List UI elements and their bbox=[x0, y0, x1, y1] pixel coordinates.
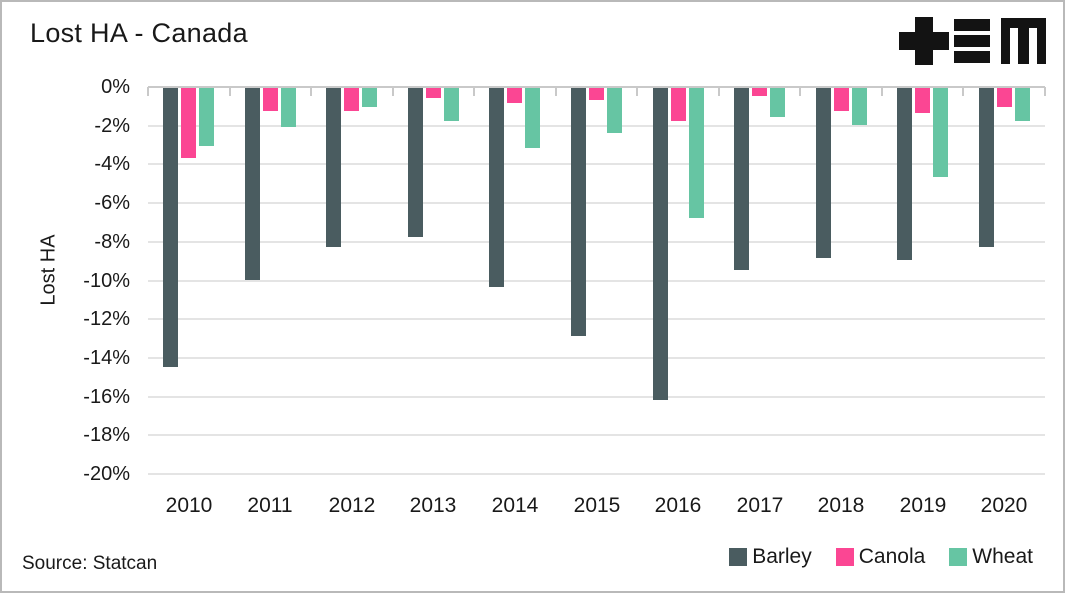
bar-canola-2017 bbox=[752, 88, 767, 96]
bar-barley-2012 bbox=[326, 88, 341, 247]
bar-wheat-2019 bbox=[933, 88, 948, 177]
legend-swatch-canola bbox=[835, 548, 854, 566]
bar-canola-2016 bbox=[671, 88, 686, 121]
bar-barley-2017 bbox=[734, 88, 749, 270]
bar-wheat-2010 bbox=[199, 88, 214, 146]
axis-tick bbox=[962, 87, 964, 96]
axis-tick bbox=[473, 87, 475, 96]
legend-label-barley: Barley bbox=[752, 545, 812, 568]
legend-label-canola: Canola bbox=[858, 545, 926, 568]
gridline--18% bbox=[148, 434, 1045, 437]
bar-barley-2019 bbox=[897, 88, 912, 260]
gridline--16% bbox=[148, 395, 1045, 398]
y-tick-label: -2% bbox=[94, 115, 130, 137]
x-tick-label-2017: 2017 bbox=[736, 494, 784, 517]
legend-swatch-barley bbox=[729, 548, 748, 566]
bar-canola-2011 bbox=[263, 88, 278, 111]
axis-tick bbox=[718, 87, 720, 96]
axis-tick bbox=[881, 87, 883, 96]
bar-barley-2015 bbox=[571, 88, 586, 336]
legend: Barley Canola Wheat bbox=[729, 545, 1033, 569]
axis-tick bbox=[555, 87, 557, 96]
axis-tick bbox=[310, 87, 312, 96]
y-tick-label: -8% bbox=[94, 231, 130, 253]
gridline--12% bbox=[148, 318, 1045, 321]
y-tick-label: -18% bbox=[83, 424, 130, 446]
y-tick-label: -16% bbox=[83, 386, 130, 408]
gridline--4% bbox=[148, 163, 1045, 166]
bar-wheat-2013 bbox=[444, 88, 459, 121]
gridline--8% bbox=[148, 240, 1045, 243]
bar-canola-2019 bbox=[915, 88, 930, 113]
bar-barley-2011 bbox=[245, 88, 260, 280]
bar-barley-2016 bbox=[653, 88, 668, 400]
axis-tick bbox=[636, 87, 638, 96]
bar-canola-2013 bbox=[426, 88, 441, 98]
y-tick-label: -10% bbox=[83, 270, 130, 292]
bar-canola-2010 bbox=[181, 88, 196, 158]
y-tick-label: -4% bbox=[94, 153, 130, 175]
bar-barley-2010 bbox=[163, 88, 178, 367]
x-tick-label-2010: 2010 bbox=[165, 494, 213, 517]
legend-item-barley: Barley bbox=[729, 545, 812, 569]
plot-area bbox=[147, 86, 1046, 475]
legend-item-wheat: Wheat bbox=[949, 545, 1033, 569]
axis-tick bbox=[147, 87, 149, 96]
legend-item-canola: Canola bbox=[835, 545, 926, 569]
gridline--10% bbox=[148, 279, 1045, 282]
x-tick-label-2012: 2012 bbox=[328, 494, 376, 517]
axis-tick bbox=[799, 87, 801, 96]
axis-tick bbox=[229, 87, 231, 96]
gridline--14% bbox=[148, 356, 1045, 359]
bar-canola-2020 bbox=[997, 88, 1012, 107]
x-tick-label-2019: 2019 bbox=[899, 494, 947, 517]
chart-title: Lost HA - Canada bbox=[30, 18, 248, 48]
bar-wheat-2015 bbox=[607, 88, 622, 133]
bar-wheat-2014 bbox=[525, 88, 540, 148]
x-tick-label-2020: 2020 bbox=[980, 494, 1028, 517]
bar-barley-2014 bbox=[489, 88, 504, 287]
x-tick-label-2011: 2011 bbox=[247, 494, 293, 517]
bar-wheat-2017 bbox=[770, 88, 785, 117]
bar-wheat-2020 bbox=[1015, 88, 1030, 121]
axis-tick bbox=[392, 87, 394, 96]
bar-wheat-2011 bbox=[281, 88, 296, 127]
y-tick-label: -12% bbox=[83, 308, 130, 330]
legend-label-wheat: Wheat bbox=[972, 545, 1033, 568]
gridline--6% bbox=[148, 202, 1045, 205]
gridline--2% bbox=[148, 124, 1045, 127]
tem-logo bbox=[899, 17, 1046, 70]
gridline--20% bbox=[148, 473, 1045, 475]
x-tick-label-2015: 2015 bbox=[573, 494, 621, 517]
bar-canola-2018 bbox=[834, 88, 849, 111]
x-tick-label-2016: 2016 bbox=[654, 494, 702, 517]
bar-canola-2012 bbox=[344, 88, 359, 111]
x-tick-label-2018: 2018 bbox=[817, 494, 865, 517]
bar-canola-2014 bbox=[507, 88, 522, 103]
y-tick-label: -20% bbox=[83, 463, 130, 485]
axis-tick bbox=[1044, 87, 1046, 96]
source-note: Source: Statcan bbox=[22, 553, 158, 574]
tem-logo-graphic bbox=[899, 17, 1046, 65]
y-tick-label: -14% bbox=[83, 347, 130, 369]
x-tick-label-2013: 2013 bbox=[409, 494, 457, 517]
bar-barley-2020 bbox=[979, 88, 994, 247]
gridline-0% bbox=[148, 86, 1045, 88]
bar-barley-2018 bbox=[816, 88, 831, 258]
bar-wheat-2018 bbox=[852, 88, 867, 125]
bar-barley-2013 bbox=[408, 88, 423, 237]
bar-wheat-2016 bbox=[689, 88, 704, 218]
bar-wheat-2012 bbox=[362, 88, 377, 107]
x-tick-label-2014: 2014 bbox=[491, 494, 539, 517]
bar-canola-2015 bbox=[589, 88, 604, 100]
y-tick-label: 0% bbox=[101, 76, 130, 98]
legend-swatch-wheat bbox=[949, 548, 968, 566]
y-tick-label: -6% bbox=[94, 192, 130, 214]
